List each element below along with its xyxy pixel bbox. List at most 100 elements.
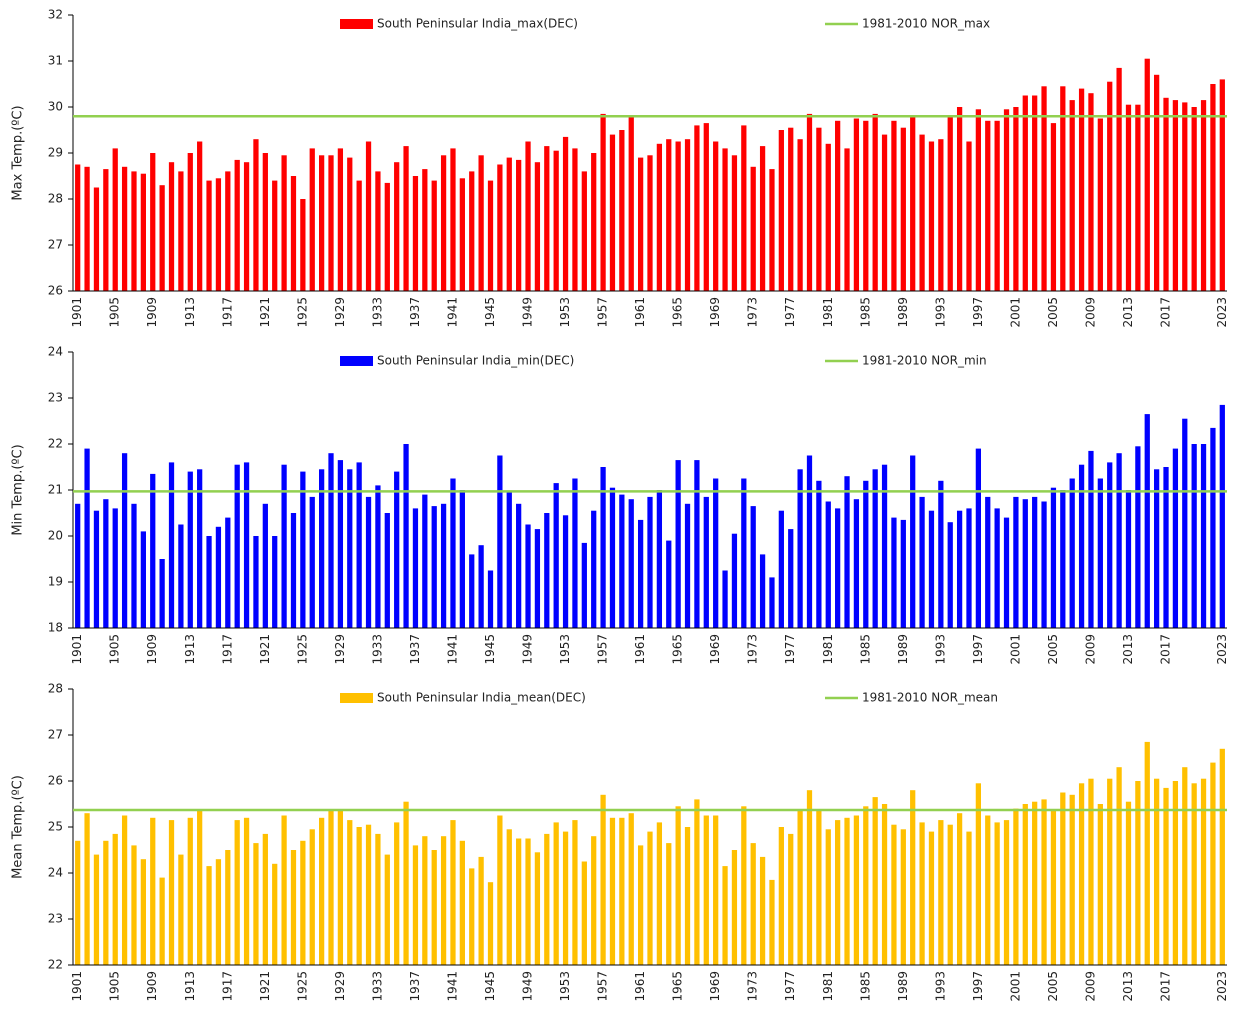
bar [853, 118, 860, 291]
bar [497, 455, 503, 628]
bar [347, 820, 353, 965]
bar [75, 840, 81, 965]
x-tick-label: 1957 [596, 634, 610, 665]
bar [966, 508, 972, 628]
bar [1022, 95, 1028, 291]
bar [600, 467, 606, 628]
bar [1088, 778, 1094, 965]
legend-label: South Peninsular India_max(DEC) [377, 17, 578, 31]
x-tick-label: 1973 [746, 634, 760, 665]
x-tick-label: 1981 [821, 971, 835, 1002]
y-tick-label: 18 [48, 621, 63, 635]
bar [1116, 67, 1122, 292]
x-tick-label: 1977 [783, 634, 797, 665]
bar [365, 141, 372, 291]
bar [281, 155, 287, 291]
bar [825, 829, 831, 965]
bar [853, 815, 860, 965]
bar [478, 155, 484, 291]
bar [600, 794, 606, 965]
bar [422, 836, 428, 965]
x-tick-label: 1917 [220, 634, 234, 665]
bar [84, 448, 90, 628]
bar [187, 817, 193, 965]
bar [197, 810, 203, 965]
x-tick-label: 1973 [746, 971, 760, 1002]
y-tick-label: 25 [48, 820, 63, 834]
bar [713, 815, 719, 965]
bar [356, 462, 362, 628]
x-tick-label: 1909 [145, 971, 159, 1002]
bar [956, 107, 963, 291]
bar [919, 822, 925, 965]
bar [1050, 810, 1057, 965]
legend-label: 1981-2010 NOR_max [862, 17, 990, 31]
x-tick-label: 1933 [370, 971, 384, 1002]
x-tick-label: 1981 [821, 297, 835, 328]
bar [816, 810, 822, 965]
bar [956, 510, 963, 628]
y-axis-title: Mean Temp.(ºC) [11, 775, 26, 879]
x-tick-label: 2023 [1215, 297, 1229, 328]
bar [121, 815, 128, 965]
bar [516, 503, 522, 628]
bar [469, 554, 475, 628]
bar [206, 536, 212, 628]
bar [215, 859, 222, 965]
x-tick-label: 1937 [408, 971, 422, 1002]
x-tick-label: 1965 [671, 634, 685, 665]
bar [1013, 496, 1019, 628]
x-tick-label: 1965 [671, 297, 685, 328]
bar [872, 113, 878, 292]
bar [1116, 453, 1122, 628]
bar [788, 127, 794, 291]
bar [497, 815, 503, 965]
bar [666, 843, 672, 965]
bar [844, 148, 850, 291]
bar [1135, 104, 1141, 291]
bar [318, 155, 325, 291]
bar [1069, 100, 1075, 291]
bar [290, 513, 297, 628]
bar [619, 130, 625, 291]
bar [759, 554, 766, 628]
bar [243, 817, 250, 965]
bar [994, 508, 1000, 628]
y-tick-label: 24 [48, 866, 63, 880]
bar [731, 533, 738, 628]
bar [1135, 446, 1141, 628]
bar [337, 810, 344, 965]
y-tick-label: 30 [48, 100, 63, 114]
x-tick-label: 1965 [671, 971, 685, 1002]
bar [1003, 517, 1010, 628]
bar [825, 143, 831, 291]
bar [168, 162, 175, 291]
bar [525, 838, 531, 965]
bar [975, 783, 982, 965]
bar [1088, 93, 1094, 291]
bar [121, 166, 128, 291]
bar [741, 125, 747, 292]
bar [1135, 781, 1141, 965]
bar [600, 113, 606, 292]
bar [1210, 762, 1216, 965]
x-tick-label: 1925 [295, 634, 309, 665]
x-tick-label: 1901 [70, 634, 84, 665]
legend-swatch [340, 693, 373, 703]
bar [431, 180, 437, 291]
bar [947, 824, 953, 965]
bar [966, 141, 972, 291]
bar [281, 464, 287, 628]
bar [975, 448, 982, 628]
bar [262, 833, 268, 965]
bar [356, 827, 362, 965]
x-tick-label: 2005 [1046, 634, 1060, 665]
bar [1200, 100, 1207, 291]
bar [431, 850, 437, 965]
bar [253, 536, 259, 628]
bar [1078, 783, 1085, 965]
x-tick-label: 1917 [220, 297, 234, 328]
bar [675, 806, 681, 965]
bar [469, 171, 475, 291]
bar [900, 519, 906, 628]
